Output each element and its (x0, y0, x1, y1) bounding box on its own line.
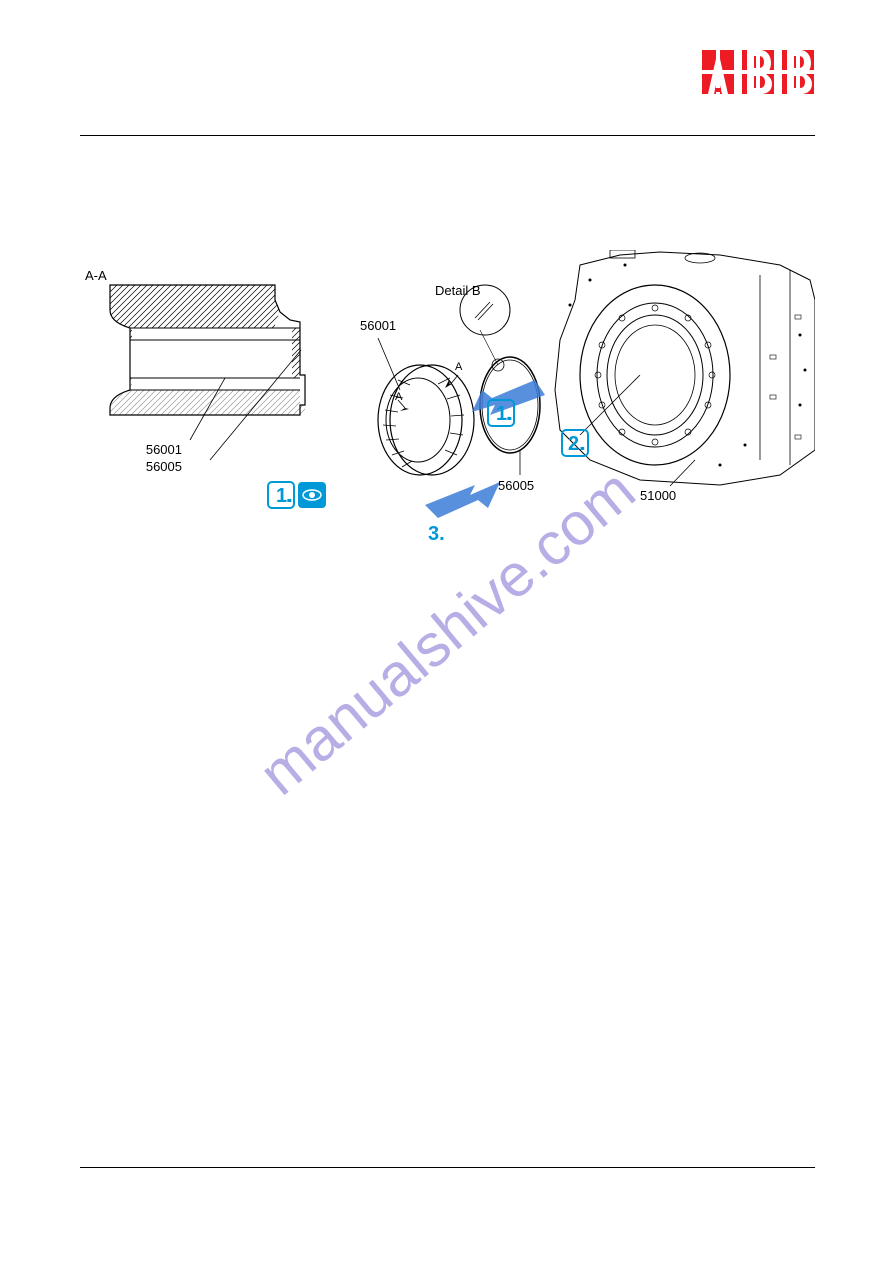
technical-figure: A-A (80, 250, 815, 560)
oring-detail: Detail B 56005 1. . (435, 283, 545, 493)
section-a-top: A (455, 361, 463, 373)
label-56001-left: 56001 (146, 442, 182, 457)
svg-text:.: . (580, 433, 586, 455)
callout-2: 2. . (562, 430, 588, 456)
section-aa-drawing: A-A (85, 268, 326, 508)
section-aa-label: A-A (85, 268, 107, 283)
label-56005-mid: 56005 (498, 478, 534, 493)
abb-logo (702, 50, 815, 95)
footer-divider (80, 1167, 815, 1168)
ring-component: 56001 (360, 318, 500, 545)
svg-text:3.: 3. (428, 523, 445, 545)
label-56005-left: 56005 (146, 459, 182, 474)
housing-component: 51000 2. . (555, 250, 815, 503)
header-divider (80, 135, 815, 136)
arrow-3: 3. (425, 482, 500, 545)
label-51000: 51000 (640, 488, 676, 503)
svg-text:.: . (506, 403, 512, 425)
callout-1-left: 1. . (268, 482, 326, 508)
detail-b-label: Detail B (435, 283, 481, 298)
label-56001-mid: 56001 (360, 318, 396, 333)
svg-text:.: . (286, 485, 292, 507)
